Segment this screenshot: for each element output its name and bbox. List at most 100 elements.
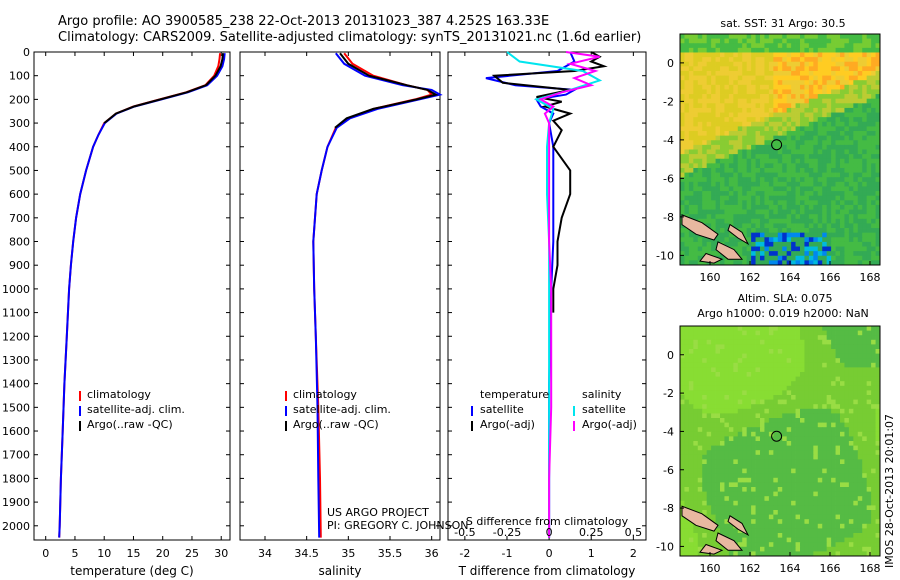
map-cell	[733, 358, 739, 364]
map-cell	[733, 418, 739, 423]
map-cell	[737, 84, 743, 90]
map-cell	[800, 473, 805, 479]
map-cell	[733, 112, 739, 118]
map-cell	[680, 395, 685, 400]
map-cell	[835, 223, 841, 229]
map-cell	[777, 158, 783, 164]
map-cell	[800, 408, 805, 414]
map-cell	[728, 353, 734, 359]
island-shape	[715, 241, 744, 260]
map-cell	[835, 487, 841, 492]
map-cell	[840, 89, 845, 95]
map-cell	[831, 144, 836, 150]
map-cell	[755, 177, 761, 183]
map-cell	[711, 66, 716, 72]
map-cell	[866, 349, 872, 354]
map-cell	[795, 195, 801, 201]
map-cell	[697, 344, 703, 350]
map-cell	[791, 528, 796, 534]
map-cell	[826, 84, 832, 90]
map-cell	[737, 126, 743, 132]
map-cell	[680, 237, 685, 243]
map-cell	[848, 186, 854, 192]
map-cell	[782, 131, 788, 137]
map-cell	[760, 107, 765, 113]
map-cell	[777, 121, 783, 127]
map-cell	[751, 546, 756, 552]
map-cell	[715, 542, 721, 548]
map-cell	[773, 223, 779, 229]
map-cell	[760, 546, 765, 552]
map-cell	[848, 514, 854, 520]
map-cell	[822, 330, 828, 336]
map-cell	[742, 418, 748, 423]
map-cell	[693, 395, 699, 400]
map-cell	[862, 372, 868, 377]
map-cell	[831, 399, 836, 405]
map-cell	[817, 260, 823, 266]
map-cell	[728, 468, 734, 474]
map-cell	[724, 473, 730, 479]
map-cell	[733, 237, 739, 243]
map-cell	[764, 218, 770, 224]
map-cell	[875, 131, 881, 137]
map-cell	[822, 237, 828, 243]
map-cell	[764, 500, 770, 506]
map-cell	[813, 381, 819, 387]
map-cell	[764, 84, 770, 90]
map-cell	[768, 477, 774, 483]
map-cell	[688, 491, 694, 497]
map-cell	[742, 70, 748, 76]
map-cell	[844, 459, 850, 465]
map-cell	[848, 427, 854, 433]
map-cell	[760, 144, 765, 150]
map-cell	[702, 505, 708, 511]
map-cell	[791, 218, 796, 224]
map-cell	[791, 422, 796, 428]
map-cell	[791, 172, 796, 178]
map-cell	[768, 204, 774, 210]
map-cell	[826, 80, 832, 86]
map-cell	[822, 413, 828, 419]
map-cell	[800, 477, 805, 483]
map-cell	[862, 163, 868, 169]
map-cell	[768, 390, 774, 396]
map-cell	[795, 177, 801, 183]
map-cell	[835, 445, 841, 451]
map-cell	[737, 246, 743, 252]
map-cell	[795, 149, 801, 155]
map-cell	[791, 131, 796, 137]
map-cell	[746, 167, 752, 173]
map-cell	[715, 43, 721, 49]
map-cell	[804, 209, 810, 215]
map-cell	[733, 43, 739, 49]
map-cell	[746, 38, 752, 44]
map-cell	[844, 61, 850, 67]
map-cell	[728, 344, 734, 350]
map-cell	[804, 542, 810, 548]
map-cell	[817, 223, 823, 229]
map-cell	[773, 218, 779, 224]
map-cell	[751, 255, 756, 261]
map-cell	[831, 237, 836, 243]
map-cell	[777, 422, 783, 428]
map-cell	[702, 413, 708, 419]
map-cell	[786, 61, 792, 67]
map-cell	[720, 381, 725, 387]
map-cell	[724, 200, 730, 206]
map-cell	[737, 167, 743, 173]
map-cell	[693, 172, 699, 178]
map-cell	[724, 468, 730, 474]
depth-tick-label: 100	[9, 70, 30, 83]
map-cell	[715, 89, 721, 95]
map-cell	[760, 344, 765, 350]
map-cell	[791, 144, 796, 150]
map-cell	[680, 381, 685, 387]
map-cell	[853, 121, 859, 127]
map-cell	[760, 335, 765, 341]
map-cell	[840, 38, 845, 44]
map-cell	[835, 107, 841, 113]
map-cell	[871, 186, 876, 192]
map-cell	[760, 163, 765, 169]
map-cell	[715, 34, 721, 40]
